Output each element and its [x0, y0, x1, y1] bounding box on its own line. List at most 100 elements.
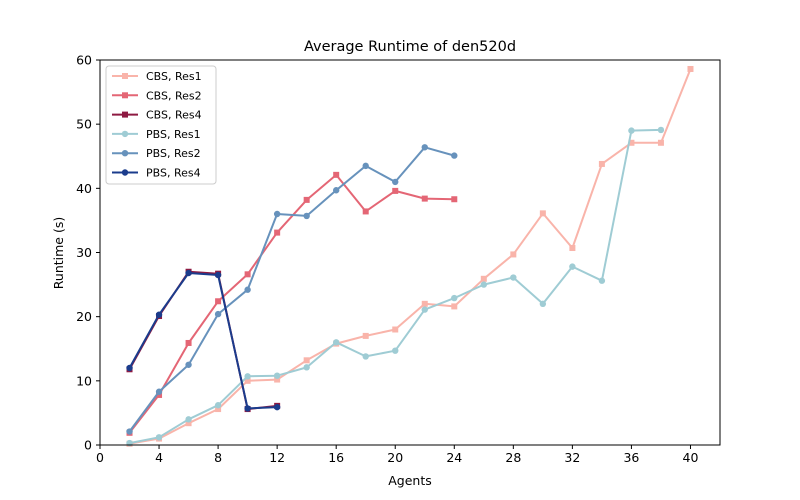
data-point: [451, 294, 458, 302]
x-tick-label: 16: [328, 450, 344, 465]
data-point: [244, 377, 251, 384]
legend-entry: CBS, Res4: [112, 109, 202, 122]
legend-label: CBS, Res1: [146, 70, 202, 83]
x-tick-label: 40: [683, 450, 699, 465]
y-tick-label: 30: [76, 245, 92, 260]
data-point: [214, 402, 222, 409]
data-point: [421, 306, 428, 313]
data-point: [392, 347, 399, 354]
data-point: [392, 187, 399, 194]
legend-marker: [121, 169, 129, 176]
data-point: [598, 160, 605, 167]
data-point: [480, 281, 488, 288]
series-line: [128, 146, 455, 433]
data-point: [244, 405, 251, 412]
data-point: [421, 300, 428, 307]
data-point: [185, 416, 192, 423]
data-point: [539, 210, 546, 217]
data-point: [510, 251, 517, 258]
data-point: [214, 271, 222, 279]
data-point: [332, 339, 340, 346]
series-line: [129, 68, 692, 445]
data-point: [480, 275, 487, 282]
x-tick-label: 8: [214, 450, 222, 465]
data-point: [244, 373, 251, 380]
y-tick-label: 40: [76, 181, 92, 196]
data-point: [155, 434, 163, 441]
data-point: [273, 403, 281, 411]
x-tick-label: 0: [96, 450, 104, 465]
data-point: [244, 286, 251, 293]
series-line: [128, 272, 278, 410]
data-point: [362, 353, 369, 360]
series-5: [126, 269, 281, 412]
series-line: [128, 173, 455, 434]
data-point: [303, 196, 310, 203]
data-point: [598, 277, 606, 284]
legend-label: CBS, Res4: [146, 109, 202, 122]
series-3: [126, 126, 665, 447]
legend-label: PBS, Res4: [146, 167, 201, 180]
data-point: [539, 300, 547, 308]
data-point: [185, 269, 192, 277]
series-1: [126, 171, 458, 436]
data-point: [303, 212, 310, 220]
legend-label: PBS, Res2: [146, 147, 201, 160]
legend-entry: PBS, Res2: [112, 147, 201, 160]
series-4: [126, 144, 458, 435]
x-tick-label: 24: [446, 450, 462, 465]
chart-title: Average Runtime of den520d: [304, 39, 516, 55]
x-axis-label: Agents: [388, 473, 432, 488]
data-point: [510, 274, 517, 281]
data-point: [273, 210, 281, 218]
legend-entry: PBS, Res1: [112, 128, 201, 141]
data-point: [274, 229, 281, 236]
x-tick-label: 28: [505, 450, 521, 465]
data-point: [156, 391, 163, 398]
legend-marker: [121, 150, 129, 157]
y-axis-label: Runtime (s): [51, 217, 66, 289]
data-point: [451, 196, 458, 203]
legend-marker: [122, 92, 128, 99]
data-point: [214, 310, 222, 318]
legend-entry: CBS, Res2: [112, 89, 202, 102]
data-point: [421, 144, 428, 151]
y-tick-label: 50: [76, 117, 92, 132]
y-tick-label: 10: [76, 373, 92, 388]
y-tick-label: 60: [76, 53, 92, 68]
x-tick-label: 4: [155, 450, 163, 465]
data-point: [362, 208, 369, 215]
legend-entry: PBS, Res4: [112, 167, 201, 180]
data-point: [274, 376, 281, 383]
x-tick-label: 20: [387, 450, 403, 465]
data-point: [451, 303, 458, 310]
legend-marker: [122, 111, 128, 118]
data-point: [657, 126, 665, 134]
data-point: [332, 187, 340, 194]
legend-marker: [122, 73, 128, 79]
data-point: [451, 152, 458, 159]
data-point: [687, 65, 694, 72]
data-point: [126, 364, 133, 372]
x-tick-label: 32: [564, 450, 580, 465]
data-point: [126, 428, 133, 435]
data-point: [362, 162, 369, 170]
data-point: [215, 298, 222, 305]
data-point: [185, 420, 192, 427]
x-tick-label: 36: [623, 450, 639, 465]
legend-entry: CBS, Res1: [112, 70, 202, 83]
data-point: [155, 388, 163, 395]
data-point: [155, 311, 163, 318]
legend-label: PBS, Res1: [146, 128, 201, 141]
data-point: [392, 178, 399, 186]
data-point: [244, 271, 251, 278]
data-point: [362, 332, 369, 339]
data-point: [303, 364, 310, 371]
legend-label: CBS, Res2: [146, 89, 202, 102]
data-point: [421, 195, 428, 202]
data-point: [333, 171, 340, 178]
data-point: [569, 245, 576, 252]
data-point: [215, 406, 222, 413]
y-tick-label: 20: [76, 309, 92, 324]
